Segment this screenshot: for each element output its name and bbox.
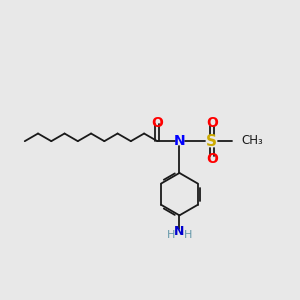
Text: S: S xyxy=(206,134,217,149)
Text: N: N xyxy=(174,134,185,148)
Text: CH₃: CH₃ xyxy=(241,134,263,147)
Text: H: H xyxy=(184,230,192,240)
Text: H: H xyxy=(167,230,176,240)
Text: O: O xyxy=(206,116,218,130)
Text: O: O xyxy=(206,152,218,167)
Text: O: O xyxy=(152,116,163,130)
Text: N: N xyxy=(174,225,184,238)
